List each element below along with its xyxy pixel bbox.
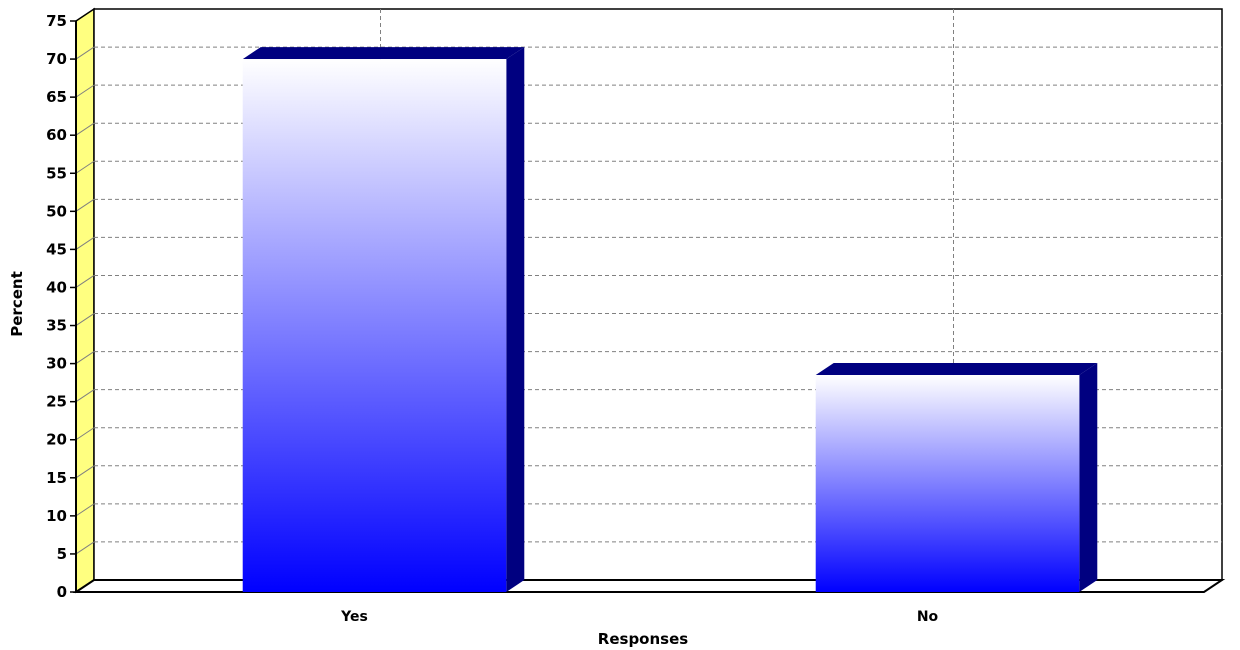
gridline-wall <box>75 160 95 174</box>
y-tick-label: 40 <box>46 278 67 296</box>
bar-no <box>815 363 1098 592</box>
x-axis-ticks: Yes No <box>340 609 938 625</box>
y-tick-label: 35 <box>46 317 67 335</box>
y-tick-label: 10 <box>46 507 67 525</box>
bar-top <box>815 363 1098 376</box>
y-tick-label: 25 <box>46 393 67 411</box>
bar-side <box>506 47 525 593</box>
gridline-wall <box>75 389 95 403</box>
side-wall <box>75 7 95 594</box>
y-tick-label: 60 <box>46 126 67 144</box>
x-tick-label: Yes <box>340 609 368 625</box>
x-tick-label: No <box>917 609 939 625</box>
y-tick-label: 30 <box>46 355 67 373</box>
y-tick-label: 5 <box>57 545 67 563</box>
bar-top <box>242 47 525 60</box>
y-tick-label: 20 <box>46 431 67 449</box>
y-tick-label: 45 <box>46 240 67 258</box>
gridline-wall <box>75 427 95 441</box>
bar-side <box>1079 363 1098 592</box>
y-tick-label: 50 <box>46 202 67 220</box>
gridline-wall <box>75 198 95 212</box>
x-axis-title: Responses <box>598 630 688 648</box>
y-tick-label: 55 <box>46 164 67 182</box>
bar-front <box>815 375 1080 592</box>
bar-yes <box>242 47 525 593</box>
gridline-wall <box>75 275 95 288</box>
gridline-wall <box>75 503 95 517</box>
bars <box>242 47 1098 593</box>
y-tick-label: 65 <box>46 88 67 106</box>
y-tick-label: 0 <box>57 583 67 601</box>
gridline-wall <box>75 541 95 555</box>
bar-front <box>242 59 507 593</box>
gridline-wall <box>75 465 95 479</box>
gridline-wall <box>75 122 95 136</box>
y-axis-ticks: 0 5 10 15 20 25 30 35 40 45 50 55 60 65 70 75 <box>46 12 77 601</box>
gridline-wall <box>75 46 95 60</box>
y-tick-label: 15 <box>46 469 67 487</box>
gridline-wall <box>75 236 95 250</box>
y-axis-title: Percent <box>8 271 26 336</box>
gridline-wall <box>75 84 95 98</box>
y-tick-label: 70 <box>46 50 67 68</box>
y-tick-label: 75 <box>46 12 67 30</box>
gridline-wall <box>75 313 95 326</box>
gridline-wall <box>75 351 95 365</box>
